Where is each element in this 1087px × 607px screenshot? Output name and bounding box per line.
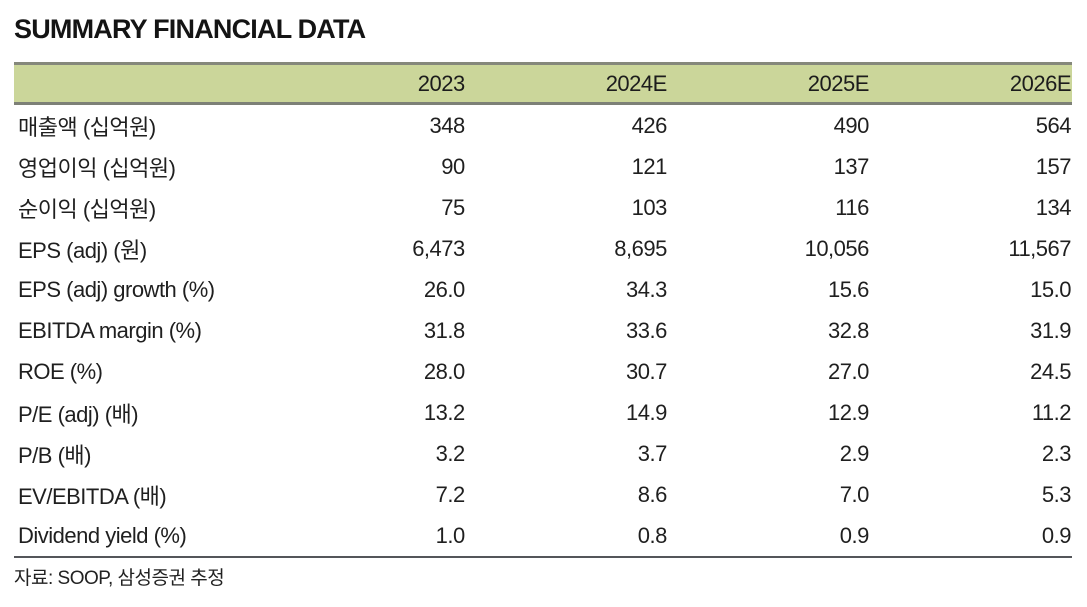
value-cell: 137 (833, 153, 870, 179)
table-row: EPS (adj) growth (%) 26.0 34.3 15.6 15.0 (14, 269, 1072, 310)
table-row: EV/EBITDA (배) 7.2 8.6 7.0 5.3 (14, 474, 1072, 515)
row-label: EPS (adj) growth (%) (18, 276, 215, 302)
value-cell: 2.9 (839, 440, 870, 466)
row-label: 순이익 (십억원) (18, 196, 156, 222)
table-row: ROE (%) 28.0 30.7 27.0 24.5 (14, 351, 1072, 392)
value-cell: 348 (429, 112, 466, 138)
value-cell: 0.9 (839, 522, 870, 548)
value-cell: 12.9 (828, 399, 869, 425)
value-cell: 11.2 (1031, 399, 1072, 425)
row-label: 영업이익 (십억원) (18, 155, 176, 181)
value-cell: 26.0 (423, 276, 465, 302)
header-label-cell (14, 62, 264, 105)
value-cell: 426 (631, 112, 668, 138)
value-cell: 14.9 (625, 399, 667, 425)
value-cell: 3.7 (637, 440, 668, 466)
value-cell: 8.6 (637, 481, 668, 507)
value-cell: 90 (441, 153, 465, 179)
value-cell: 31.8 (423, 317, 465, 343)
row-label: P/B (배) (18, 442, 91, 468)
value-cell: 121 (631, 153, 668, 179)
value-cell: 30.7 (625, 358, 667, 384)
row-label: P/E (adj) (배) (18, 401, 139, 427)
value-cell: 33.6 (625, 317, 667, 343)
table-row: P/B (배) 3.2 3.7 2.9 2.3 (14, 433, 1072, 474)
value-cell: 564 (1035, 112, 1072, 138)
value-cell: 15.0 (1030, 276, 1071, 302)
value-cell: 157 (1035, 153, 1072, 179)
value-cell: 134 (1035, 194, 1072, 220)
page-title: SUMMARY FINANCIAL DATA (14, 14, 366, 44)
row-label: EPS (adj) (원) (18, 237, 147, 263)
value-cell: 2.3 (1041, 440, 1072, 466)
value-cell: 31.9 (1030, 317, 1071, 343)
table-row: EPS (adj) (원) 6,473 8,695 10,056 11,567 (14, 228, 1072, 269)
year-column-header-2026e: 2026E (869, 62, 1072, 105)
table-row: EBITDA margin (%) 31.8 33.6 32.8 31.9 (14, 310, 1072, 351)
value-cell: 27.0 (828, 358, 869, 384)
value-cell: 15.6 (828, 276, 869, 302)
table-row: 영업이익 (십억원) 90 121 137 157 (14, 146, 1072, 187)
value-cell: 34.3 (625, 276, 667, 302)
source-note: 자료: SOOP, 삼성증권 추정 (14, 568, 225, 589)
table-row: 매출액 (십억원) 348 426 490 564 (14, 104, 1072, 147)
table-row: 순이익 (십억원) 75 103 116 134 (14, 187, 1072, 228)
row-label: ROE (%) (18, 358, 103, 384)
value-cell: 1.0 (435, 522, 466, 548)
year-column-header-2024e: 2024E (465, 62, 668, 105)
value-cell: 7.0 (839, 481, 870, 507)
row-label: 매출액 (십억원) (18, 114, 156, 140)
value-cell: 5.3 (1041, 481, 1072, 507)
value-cell: 13.2 (423, 399, 465, 425)
value-cell: 75 (441, 194, 465, 220)
row-label: EV/EBITDA (배) (18, 483, 167, 509)
value-cell: 24.5 (1030, 358, 1071, 384)
value-cell: 10,056 (804, 235, 870, 261)
summary-financial-table: 2023 2024E 2025E 2026E 매출액 (십억원) 348 426… (14, 62, 1072, 558)
table-header-row: 2023 2024E 2025E 2026E (14, 62, 1072, 105)
value-cell: 0.9 (1041, 522, 1072, 548)
value-cell: 490 (833, 112, 870, 138)
value-cell: 116 (835, 194, 869, 220)
value-cell: 28.0 (423, 358, 465, 384)
year-column-header-2023: 2023 (263, 62, 466, 105)
row-label: EBITDA margin (%) (18, 317, 202, 343)
value-cell: 11,567 (1008, 235, 1071, 261)
value-cell: 103 (631, 194, 668, 220)
value-cell: 3.2 (435, 440, 466, 466)
value-cell: 7.2 (435, 481, 466, 507)
value-cell: 8,695 (614, 235, 667, 261)
year-column-header-2025e: 2025E (667, 62, 870, 105)
value-cell: 32.8 (828, 317, 869, 343)
table-row: P/E (adj) (배) 13.2 14.9 12.9 11.2 (14, 392, 1072, 433)
value-cell: 6,473 (412, 235, 465, 261)
table-row: Dividend yield (%) 1.0 0.8 0.9 0.9 (14, 515, 1072, 557)
row-label: Dividend yield (%) (18, 522, 187, 548)
value-cell: 0.8 (637, 522, 668, 548)
